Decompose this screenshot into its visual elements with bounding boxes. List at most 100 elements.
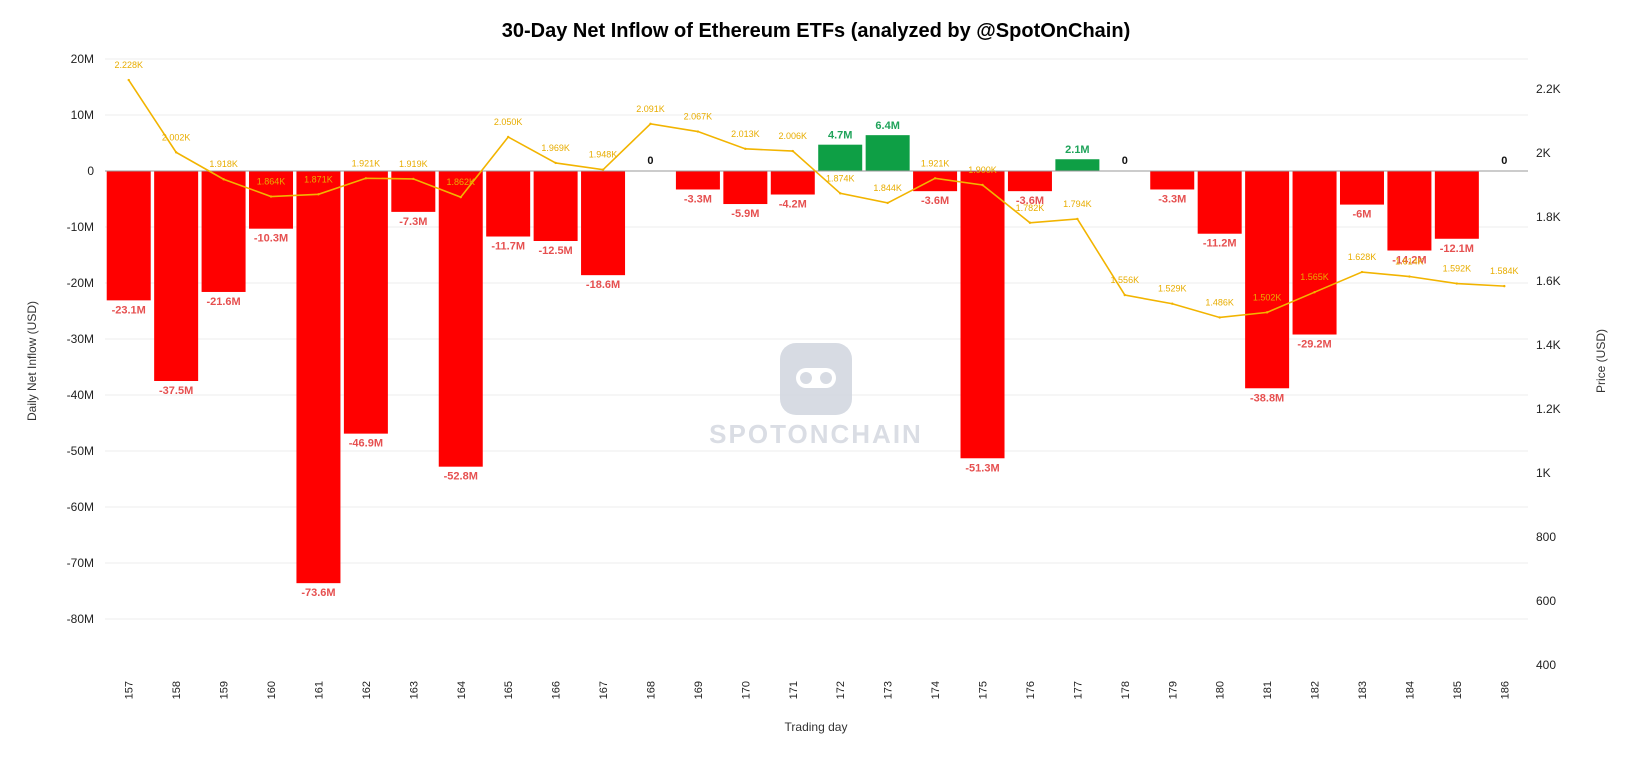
x-tick-label: 158 [171, 681, 183, 699]
price-point [696, 130, 700, 133]
bar-value-label: 6.4M [875, 120, 899, 132]
bar [1197, 171, 1242, 234]
bar [1150, 171, 1195, 190]
bar-value-label: -21.6M [206, 296, 240, 308]
price-value-label: 2.002K [162, 132, 191, 142]
bar-value-label: -52.8M [444, 471, 478, 483]
bar-value-label: -37.5M [159, 385, 193, 397]
price-point [1408, 275, 1411, 278]
x-tick-label: 186 [1499, 681, 1511, 699]
bar [391, 171, 436, 212]
bar [296, 171, 341, 584]
price-value-label: 2.013K [731, 129, 760, 139]
price-point [1076, 217, 1079, 221]
bar-value-label: -10.3M [254, 233, 288, 245]
x-tick-label: 167 [598, 681, 610, 699]
bar-value-label: -3.6M [921, 195, 949, 207]
x-tick-label: 165 [503, 681, 515, 699]
price-value-label: 1.486K [1205, 297, 1234, 307]
price-point [222, 178, 225, 181]
y-tick-label: -10M [67, 220, 94, 234]
price-value-label: 1.565K [1300, 272, 1329, 282]
x-tick-label: 185 [1452, 681, 1464, 699]
y2-tick-label: 1K [1536, 466, 1551, 480]
price-point [791, 149, 794, 153]
bar-value-label: -23.1M [112, 304, 146, 316]
y2-axis-label: Price (USD) [1594, 329, 1608, 393]
x-tick-label: 182 [1310, 681, 1322, 699]
bar [249, 171, 294, 229]
x-tick-label: 176 [1025, 681, 1037, 699]
price-value-label: 1.948K [589, 150, 618, 160]
price-point [933, 177, 937, 180]
bar-value-label: 0 [647, 155, 653, 167]
y-tick-label: -30M [67, 332, 94, 346]
bar [486, 171, 531, 237]
bar-value-label: -46.9M [349, 438, 383, 450]
bar-value-label: 4.7M [828, 130, 852, 142]
x-tick-label: 166 [551, 681, 563, 699]
price-point [1171, 302, 1174, 305]
bar [1055, 159, 1100, 171]
price-value-label: 1.844K [873, 183, 902, 193]
logo-eye-left [800, 372, 812, 384]
price-value-label: 1.921K [921, 158, 950, 168]
price-point [1028, 221, 1032, 224]
price-point [1265, 311, 1269, 314]
bar-value-label: -12.5M [538, 245, 572, 257]
bar-value-label: -51.3M [965, 462, 999, 474]
price-point [886, 201, 889, 205]
bar [770, 171, 815, 195]
price-point [174, 151, 178, 154]
price-point [1218, 316, 1221, 319]
price-value-label: 2.091K [636, 104, 665, 114]
bar [1387, 171, 1432, 251]
bar-series [106, 135, 1479, 584]
y-axis-left: 20M 10M 0 -10M -20M -30M -40M -50M -60M -70M -80M [67, 52, 95, 626]
bar [106, 171, 151, 301]
price-value-label: 1.900K [968, 165, 997, 175]
y-tick-label: -20M [67, 276, 94, 290]
y2-tick-label: 1.4K [1536, 338, 1561, 352]
price-point [317, 193, 320, 196]
y-tick-label: 10M [71, 108, 94, 122]
x-axis-label: Trading day [785, 720, 848, 734]
price-value-label: 1.529K [1158, 284, 1187, 294]
chart-title: 30-Day Net Inflow of Ethereum ETFs (anal… [502, 20, 1130, 42]
bar-value-label: -3.3M [1158, 193, 1186, 205]
price-value-label: 2.050K [494, 117, 523, 127]
price-point [981, 183, 984, 187]
x-tick-label: 161 [313, 681, 325, 699]
price-point [412, 177, 415, 181]
y-axis-label: Daily Net Inflow (USD) [25, 301, 39, 421]
x-tick-label: 173 [883, 681, 895, 699]
y-tick-label: -70M [67, 556, 94, 570]
x-tick-label: 178 [1120, 681, 1132, 699]
price-value-label: 2.228K [114, 60, 143, 70]
price-value-label: 2.006K [779, 131, 808, 141]
price-value-label: 1.918K [209, 159, 238, 169]
x-tick-label: 175 [978, 681, 990, 699]
y2-tick-label: 1.2K [1536, 402, 1561, 416]
y2-tick-label: 600 [1536, 594, 1556, 608]
x-tick-label: 163 [408, 681, 420, 699]
x-tick-label: 159 [219, 681, 231, 699]
bar [1434, 171, 1479, 239]
price-point [1360, 270, 1364, 274]
bar-value-label: -6M [1353, 209, 1372, 221]
bar [154, 171, 199, 381]
bar [723, 171, 768, 205]
bar [1007, 171, 1052, 192]
bar-value-label: -11.7M [491, 241, 525, 253]
bar [581, 171, 626, 276]
bar [865, 135, 910, 171]
y2-tick-label: 2K [1536, 146, 1551, 160]
bar-value-label: -3.3M [684, 193, 712, 205]
y-tick-label: 0 [87, 164, 94, 178]
bar [818, 144, 863, 171]
price-point [744, 147, 747, 151]
price-value-label: 1.874K [826, 173, 855, 183]
watermark-text: SPOTONCHAIN [709, 419, 923, 449]
bar [1292, 171, 1337, 335]
